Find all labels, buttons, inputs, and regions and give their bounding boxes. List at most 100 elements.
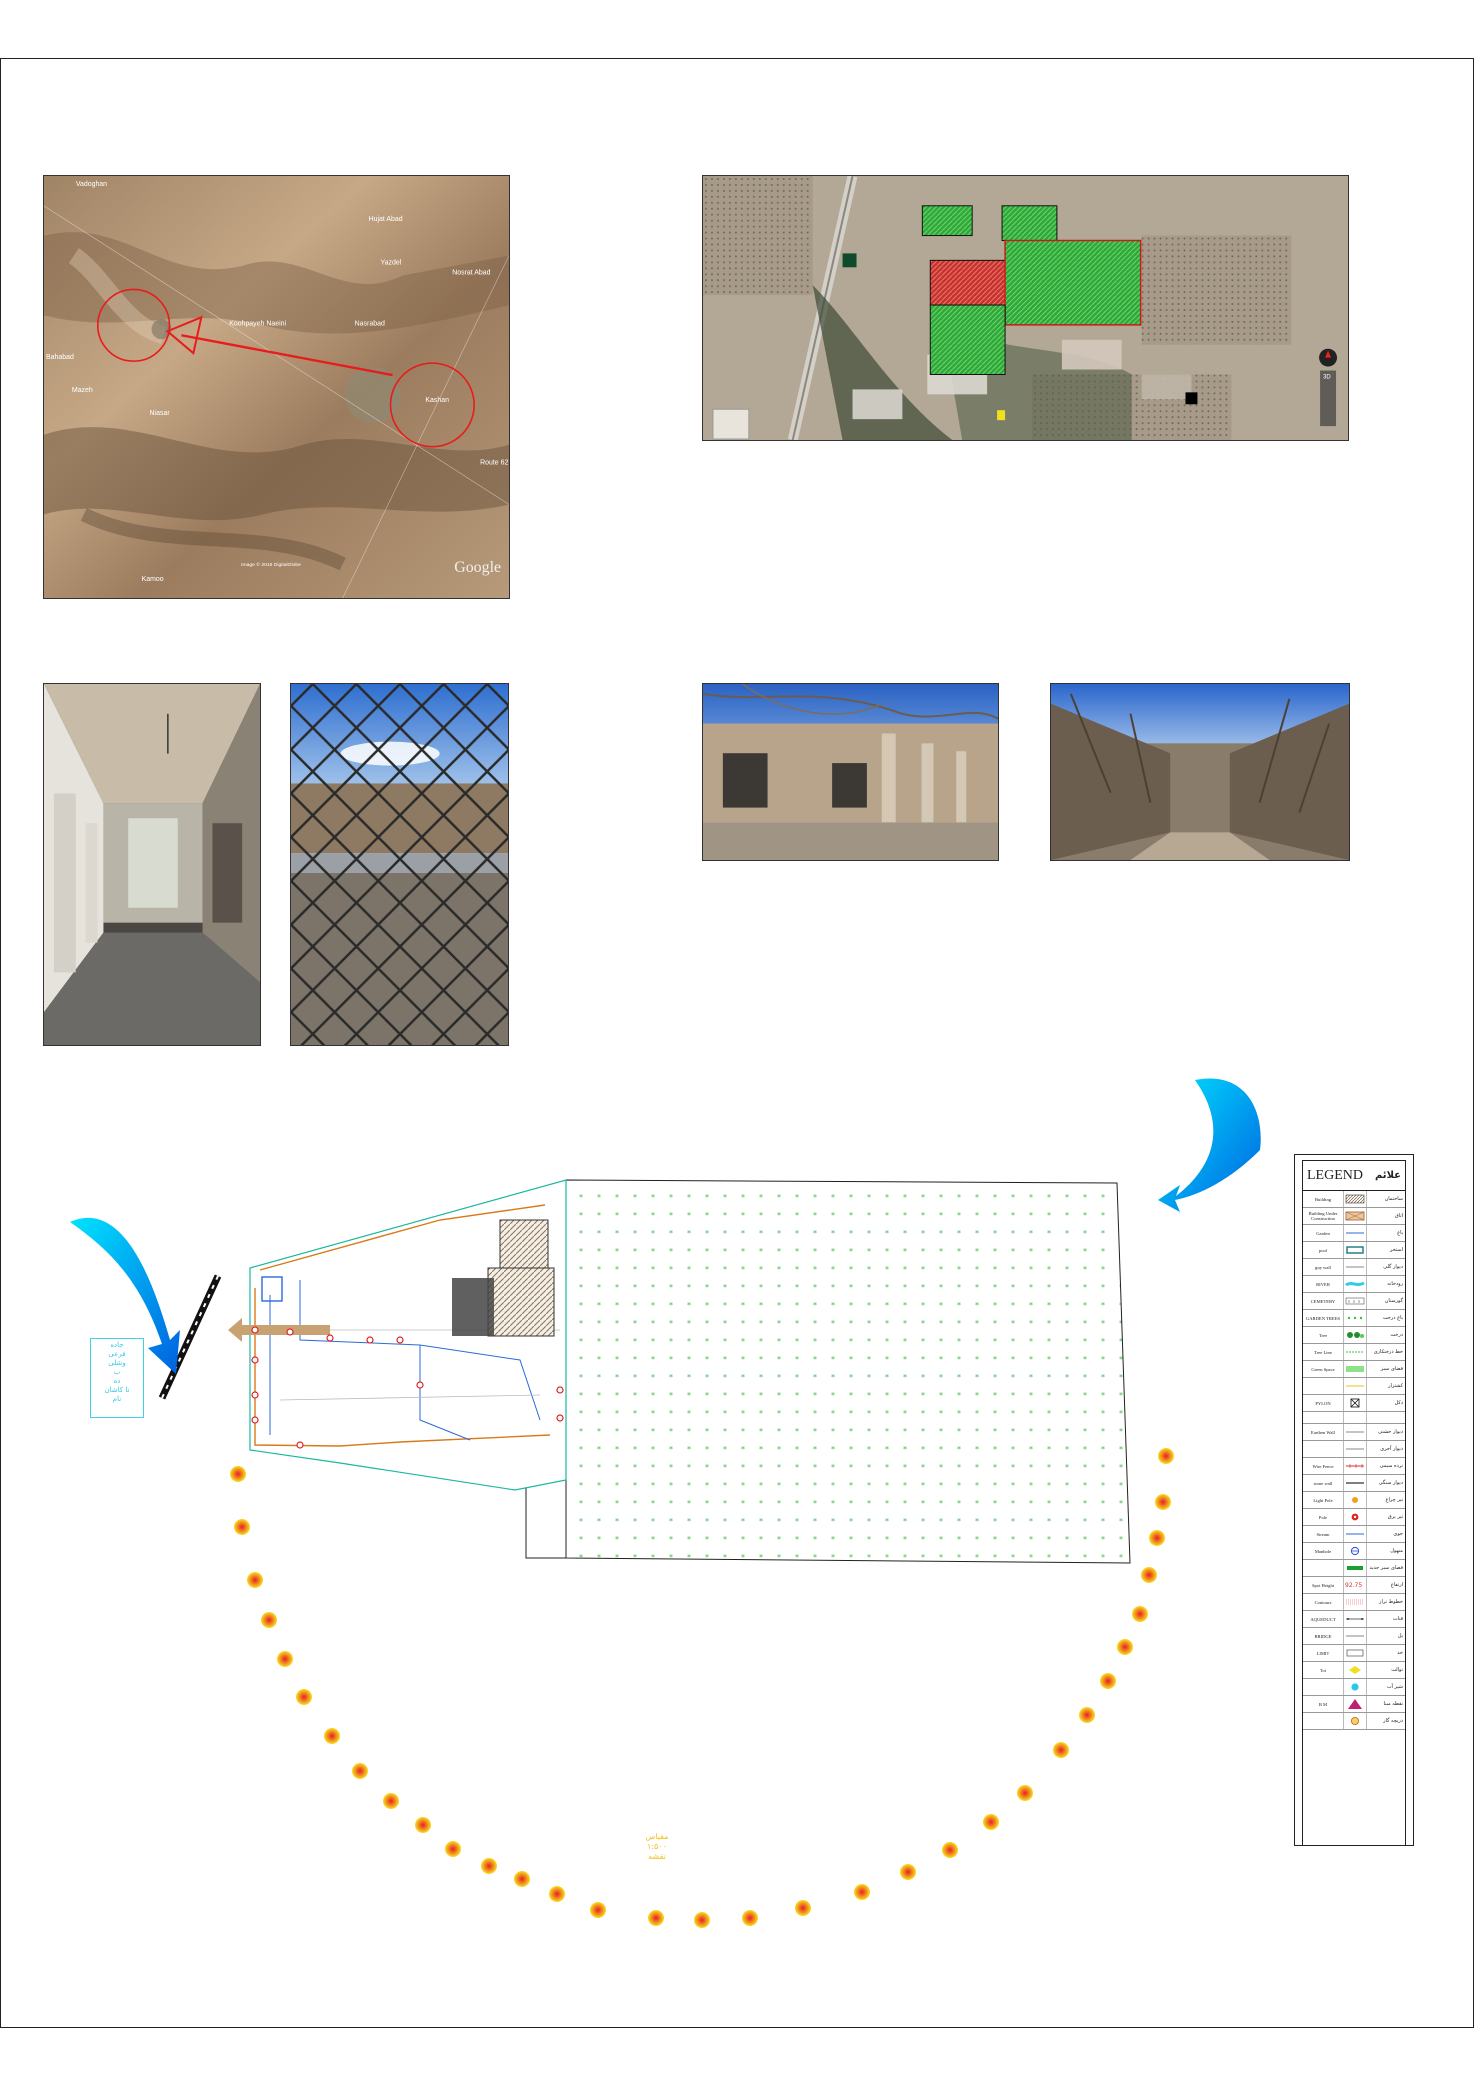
legend-row: Tree درخت — [1303, 1327, 1405, 1344]
legend-symbol-manhole — [1343, 1543, 1367, 1559]
legend-label-fa: درخت — [1390, 1332, 1403, 1338]
legend-label-en: BRIDGE — [1314, 1633, 1332, 1639]
photo-orchard-path — [1050, 683, 1350, 861]
legend-symbol-hatch — [1343, 1191, 1367, 1207]
legend-symbol-line-dark — [1343, 1475, 1367, 1491]
legend-label-en: Building — [1314, 1196, 1332, 1202]
legend-label-en: Manhole — [1314, 1548, 1332, 1554]
place-label: Bahabad — [46, 354, 74, 361]
legend-row: Tree Line خط درختکاری — [1303, 1344, 1405, 1361]
legend-row: stone wall دیوار سنگی — [1303, 1475, 1405, 1492]
location-satellite-map: Vadoghan Hujat Abad Yazdel Nosrat Abad K… — [43, 175, 510, 599]
legend-label-fa: پل — [1397, 1633, 1403, 1639]
legend-symbol-line-yellow — [1343, 1378, 1367, 1394]
legend-row: Manhole منهول — [1303, 1543, 1405, 1560]
legend-title-fa: علائم — [1374, 1170, 1401, 1181]
legend-symbol-contours — [1343, 1594, 1367, 1610]
legend-symbol-bm — [1343, 1696, 1367, 1712]
legend-label-fa: منهول — [1390, 1548, 1403, 1554]
legend-row: BRIDGE پل — [1303, 1628, 1405, 1645]
spot-height-value: 92.75 — [1345, 1582, 1362, 1589]
legend-label-fa: جوی — [1393, 1531, 1403, 1537]
legend-row: Green Space فضای سبز — [1303, 1361, 1405, 1378]
legend-label-en: Wire Fence — [1312, 1463, 1334, 1469]
legend-label-fa: دیوار آجری — [1380, 1446, 1403, 1452]
sheet-frame — [0, 58, 1474, 2028]
legend-label-fa: حد — [1397, 1650, 1403, 1656]
legend-label-en: CEMETERY — [1310, 1298, 1336, 1304]
legend-row: pool استخر — [1303, 1242, 1405, 1259]
place-label: Niasar — [150, 410, 171, 417]
legend-symbol-trees — [1343, 1327, 1367, 1343]
legend-label-en: stone wall — [1313, 1480, 1333, 1486]
place-label: Kashan — [425, 397, 449, 404]
legend-row: Building ساختمان — [1303, 1191, 1405, 1208]
legend-row: دریچه گاز — [1303, 1713, 1405, 1730]
legend-label-en: PYLON — [1315, 1400, 1331, 1406]
legend-symbol-pylon — [1343, 1395, 1367, 1411]
legend-symbol-line-blue — [1343, 1225, 1367, 1241]
legend-row: PYLON دکل — [1303, 1395, 1405, 1412]
legend-symbol-crosshatch — [1343, 1208, 1367, 1224]
place-label: Route 62 — [480, 460, 508, 467]
legend-symbol-line-blue — [1343, 1526, 1367, 1542]
legend-label-fa: تیر برق — [1387, 1514, 1403, 1520]
legend-row: B M نقطه مبنا — [1303, 1696, 1405, 1713]
legend-label-fa: نرده سیمی — [1379, 1463, 1403, 1469]
legend-label-fa: ساختمان — [1384, 1196, 1403, 1202]
legend-symbol-limit — [1343, 1645, 1367, 1661]
legend-label-en: guy wall — [1315, 1264, 1331, 1270]
legend-label-en: LIMIT — [1316, 1650, 1330, 1656]
photo-building-facade — [702, 683, 999, 861]
legend-row: LIMIT حد — [1303, 1645, 1405, 1662]
legend-row: Building Under Construction اتاق — [1303, 1208, 1405, 1225]
legend-row: Wire Fence نرده سیمی — [1303, 1458, 1405, 1475]
legend-title: LEGEND — [1307, 1167, 1363, 1183]
legend-label-en: Pole — [1318, 1514, 1328, 1520]
legend-row — [1303, 1412, 1405, 1424]
legend-label-en: pool — [1318, 1247, 1328, 1253]
legend-symbol-tap — [1343, 1679, 1367, 1695]
legend-symbol-toilet — [1343, 1662, 1367, 1678]
legend-row: Stream جوی — [1303, 1526, 1405, 1543]
legend-label-fa: دریچه گاز — [1383, 1718, 1403, 1724]
legend-symbol-garden — [1343, 1310, 1367, 1326]
legend-label-fa: دیوار خشتی — [1378, 1429, 1403, 1435]
legend-row: Pole تیر برق — [1303, 1509, 1405, 1526]
locator-arrow — [181, 334, 393, 377]
legend-rows: Building ساختمان Building Under Constructi… — [1303, 1191, 1405, 1730]
legend-label-fa: گورستان — [1384, 1298, 1403, 1304]
legend-symbol-line-gray — [1343, 1441, 1367, 1457]
legend-header: LEGEND علائم — [1303, 1161, 1405, 1191]
legend-row: شیر آب — [1303, 1679, 1405, 1696]
legend-row: Garden باغ — [1303, 1225, 1405, 1242]
site-locator-circle — [96, 288, 171, 362]
legend-label-fa: کشتزار — [1388, 1383, 1403, 1389]
legend-symbol-aqueduct — [1343, 1611, 1367, 1627]
legend-label-en: Toi — [1319, 1667, 1327, 1673]
place-label: Nosrat Abad — [452, 270, 490, 277]
legend-label-en: AQUEDUCT — [1310, 1616, 1336, 1622]
access-road-note: جاده فرعی وشلی ب ده تا کاشان نام — [90, 1338, 144, 1418]
legend-symbol-blank — [1343, 1412, 1367, 1423]
legend-label-fa: خطوط تراز — [1379, 1599, 1403, 1605]
place-label: Hujat Abad — [369, 216, 403, 223]
legend-label-fa: قنات — [1392, 1616, 1403, 1622]
place-label: Kamoo — [142, 576, 164, 583]
imagery-credit: Image © 2016 DigitalGlobe — [241, 561, 301, 568]
legend-label-en: GARDEN TREES — [1305, 1315, 1341, 1321]
scale-note: مقیاس ۱:۵۰۰ نقشه — [645, 1832, 669, 1861]
legend-row: RIVER رودخانه — [1303, 1276, 1405, 1293]
legend-label-fa: دیوار گلی — [1383, 1264, 1403, 1270]
legend-row: دیوار آجری — [1303, 1441, 1405, 1458]
legend-label-en: Spot Height — [1311, 1582, 1335, 1588]
legend-label-en: Tree Line — [1314, 1349, 1332, 1355]
legend-label-fa: اتاق — [1394, 1213, 1403, 1219]
legend-row: Toi توالت — [1303, 1662, 1405, 1679]
legend-symbol-cemetery — [1343, 1293, 1367, 1309]
legend-row: Earthen Wall دیوار خشتی — [1303, 1424, 1405, 1441]
legend-panel: LEGEND علائم Building ساختمان Building Und… — [1294, 1154, 1414, 1846]
legend-row: Light Pole تیر چراغ — [1303, 1492, 1405, 1509]
site-satellite-map: 3D — [702, 175, 1349, 441]
legend-row: Contours خطوط تراز — [1303, 1594, 1405, 1611]
